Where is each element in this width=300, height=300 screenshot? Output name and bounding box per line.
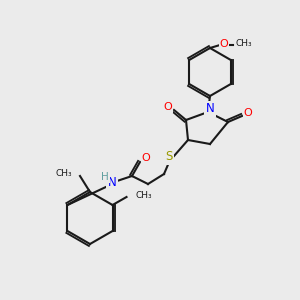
Text: N: N xyxy=(206,103,214,116)
Text: S: S xyxy=(165,151,173,164)
Text: O: O xyxy=(220,39,228,49)
Text: CH₃: CH₃ xyxy=(136,190,152,200)
Text: N: N xyxy=(108,176,116,188)
Text: CH₃: CH₃ xyxy=(56,169,72,178)
Text: H: H xyxy=(101,172,109,182)
Text: O: O xyxy=(164,102,172,112)
Text: CH₃: CH₃ xyxy=(236,40,253,49)
Text: O: O xyxy=(244,108,252,118)
Text: O: O xyxy=(142,153,150,163)
